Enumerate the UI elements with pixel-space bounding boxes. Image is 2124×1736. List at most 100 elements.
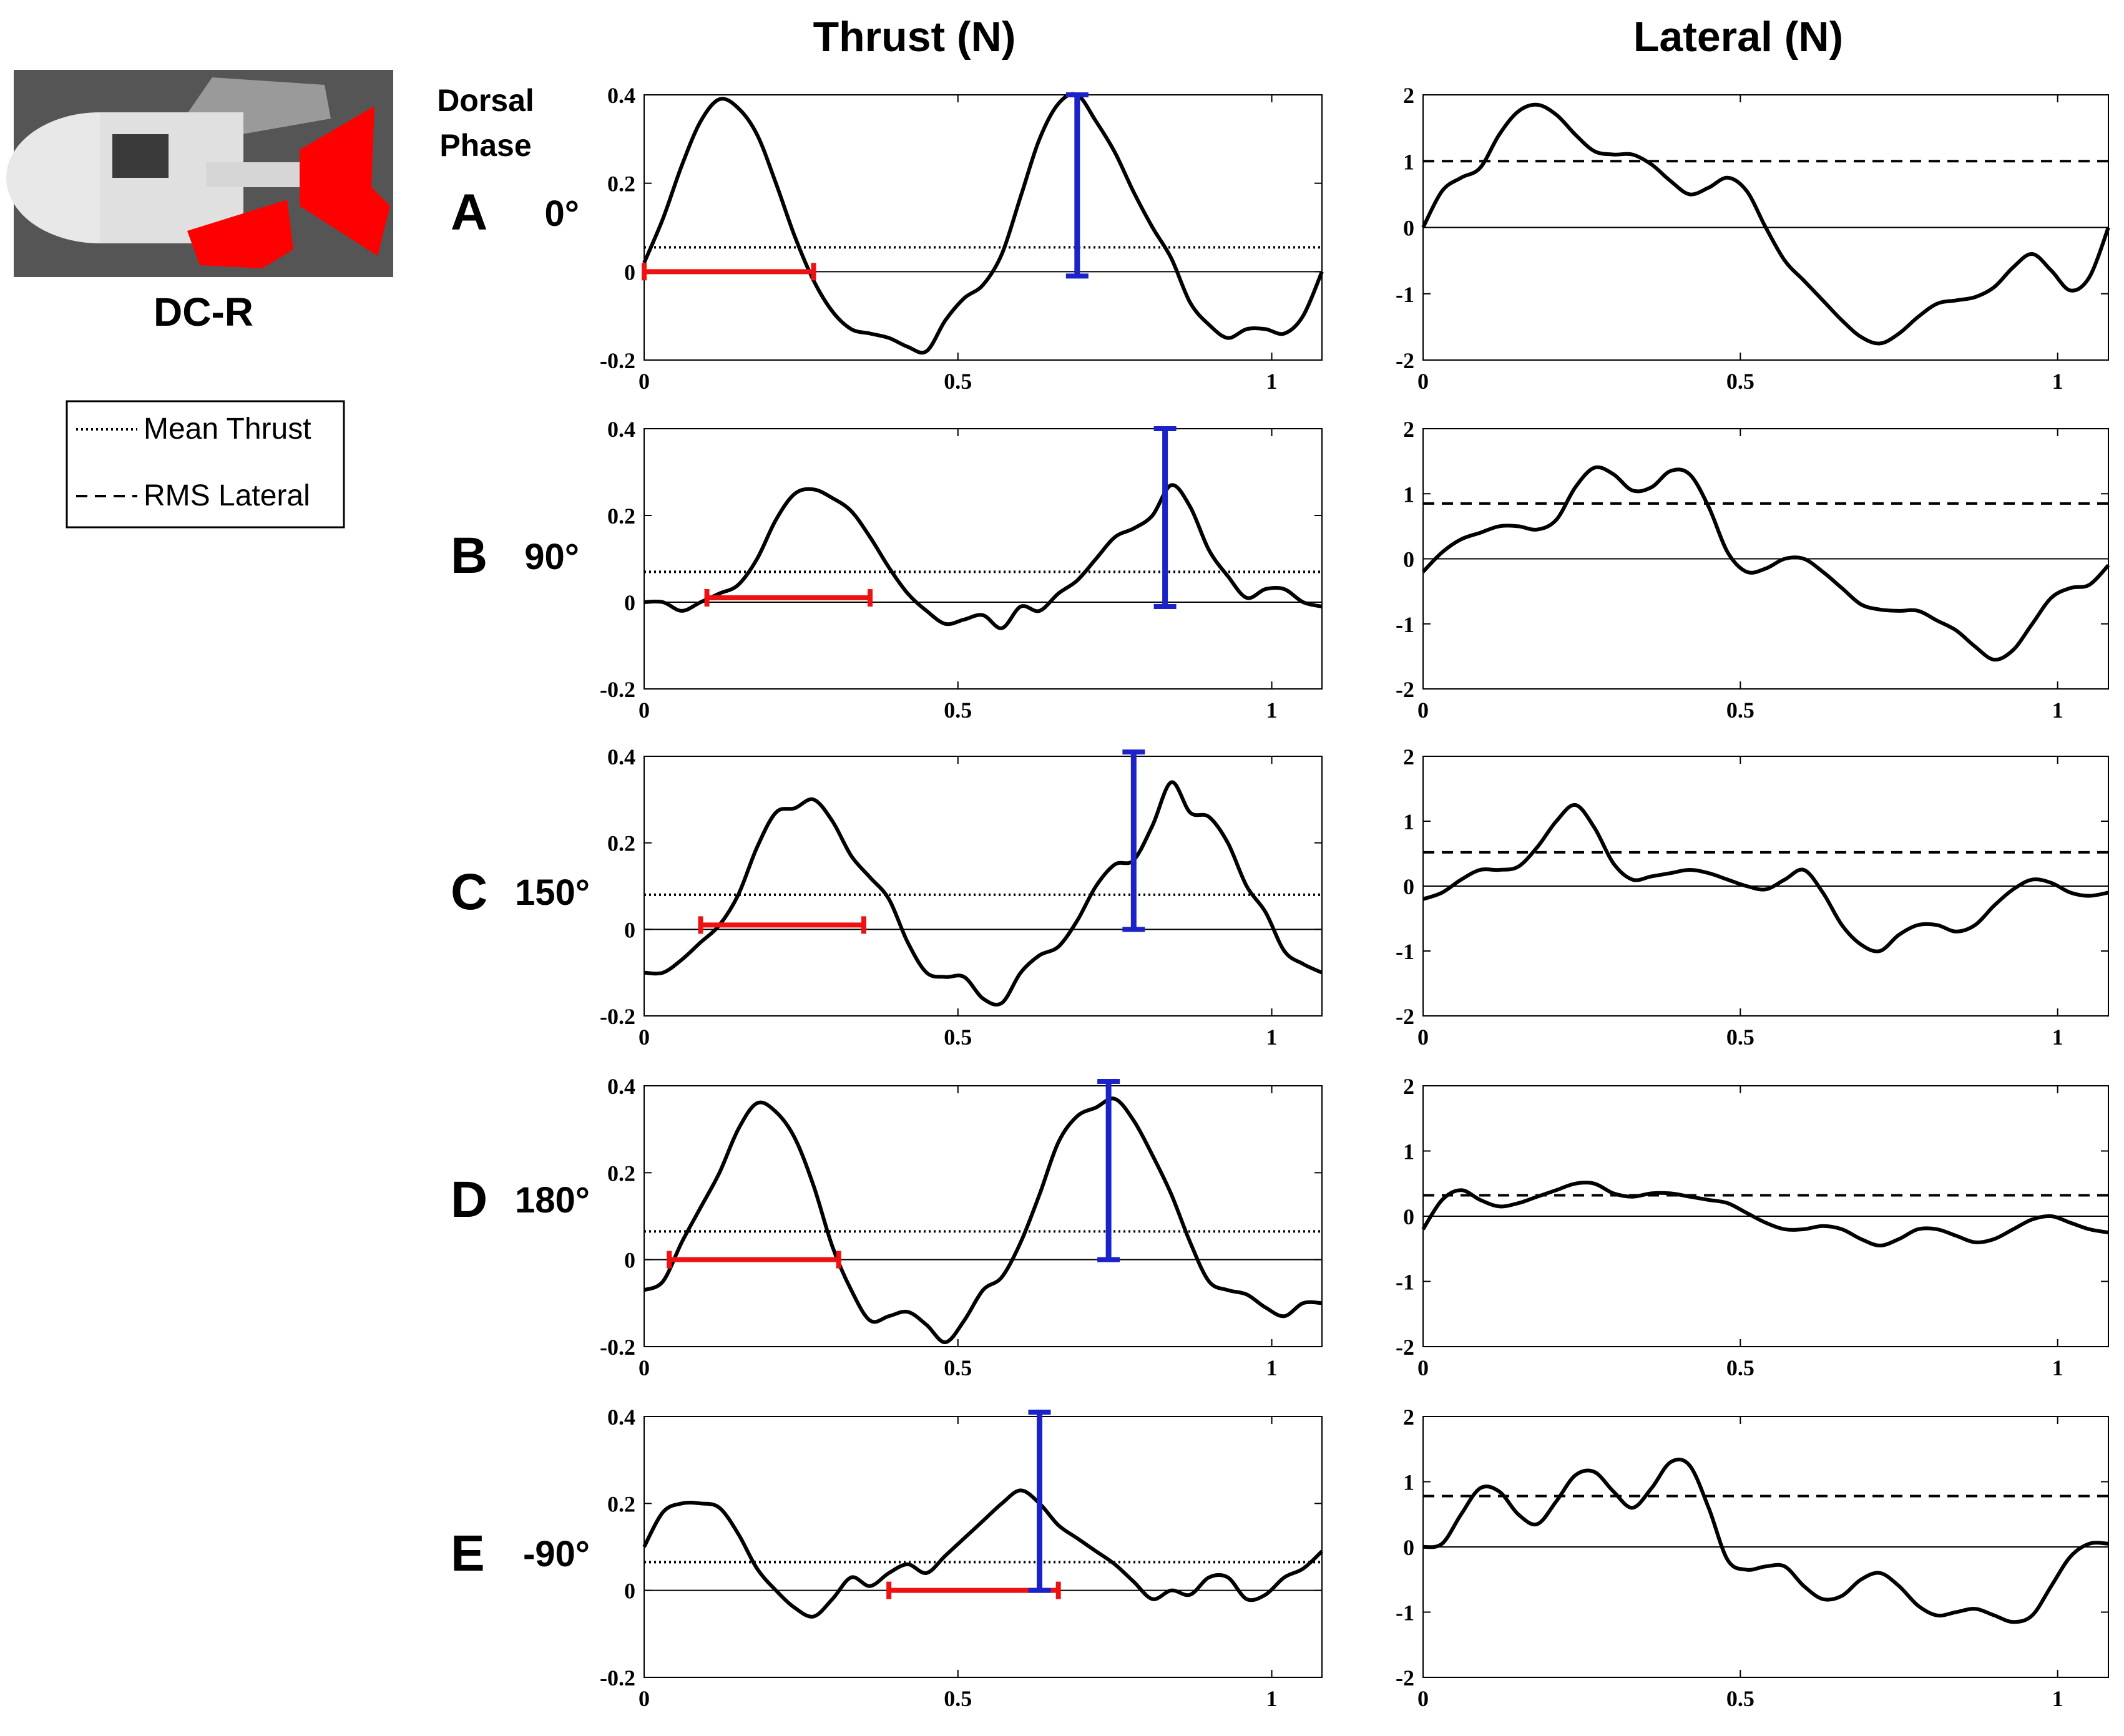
- plot-frame: [644, 94, 1323, 361]
- y-tick-label: 2: [1403, 1074, 1414, 1099]
- y-tick-label: 0.2: [607, 1161, 635, 1186]
- column-title-thrust: Thrust (N): [813, 13, 1016, 61]
- model-label: DC-R: [154, 290, 253, 334]
- x-tick-label: 1: [2052, 1686, 2063, 1711]
- y-tick-label: 2: [1403, 83, 1414, 108]
- panel-e-thrust: 0 0.5 1-0.200.20.4: [600, 1405, 1324, 1711]
- plot-frame: [644, 1085, 1323, 1347]
- x-tick-label: 0: [639, 369, 650, 394]
- x-tick-label: 0: [639, 698, 650, 723]
- y-tick-label: 0: [1403, 1535, 1414, 1560]
- x-tick-label: 0.5: [1726, 1025, 1755, 1050]
- x-tick-label: 0.5: [944, 1025, 972, 1050]
- y-tick-label: 0: [1403, 547, 1414, 572]
- y-tick-label: 2: [1403, 417, 1414, 442]
- y-tick-label: 0: [1403, 216, 1414, 241]
- plot-frame: [644, 1416, 1323, 1678]
- y-tick-label: 0: [624, 1248, 635, 1273]
- plot-frame: [644, 428, 1323, 690]
- panel-b-lateral: 0 0.5 1 -2 -1 0 1 2: [1396, 417, 2110, 723]
- x-tick-label: 0: [1417, 369, 1429, 394]
- column-title-lateral: Lateral (N): [1633, 13, 1843, 61]
- x-tick-label: 0: [639, 1686, 650, 1711]
- panel-d-lateral: 0 0.5 1 -2 -1 0 1 2: [1396, 1074, 2109, 1380]
- x-tick-label: 0: [639, 1355, 650, 1380]
- y-tick-label: -0.2: [600, 677, 635, 702]
- row-label-d: D: [451, 1171, 487, 1228]
- y-tick-label: 0.2: [607, 1491, 635, 1516]
- y-tick-label: 0: [624, 1579, 635, 1604]
- legend-box: [66, 400, 345, 529]
- panel-c-thrust: 0 0.5 1-0.200.20.4: [600, 744, 1323, 1050]
- y-tick-label: 0.4: [607, 1405, 635, 1430]
- panel-b-thrust: 0 0.5 1-0.200.20.4: [600, 417, 1323, 723]
- lateral-trace: [1422, 802, 2109, 953]
- x-tick-label: 0.5: [944, 698, 972, 723]
- row-label-b: B: [451, 527, 487, 584]
- x-tick-label: 0: [1417, 1686, 1429, 1711]
- y-tick-label: 1: [1403, 149, 1414, 174]
- row-label-a: A: [451, 184, 487, 241]
- panel-d-thrust: 0 0.5 1-0.200.20.4: [600, 1074, 1323, 1380]
- y-tick-label: 0.2: [607, 504, 635, 529]
- row-label-c: C: [451, 864, 487, 920]
- phase-label-c: 150°: [515, 872, 590, 913]
- thrust-trace: [642, 1488, 1324, 1619]
- x-tick-label: 0: [1417, 1025, 1429, 1050]
- y-tick-label: -0.2: [600, 1335, 635, 1360]
- x-tick-label: 1: [2052, 1355, 2063, 1380]
- x-tick-label: 1: [1266, 698, 1278, 723]
- y-tick-label: 0: [624, 917, 635, 942]
- x-tick-label: 0.5: [1726, 1686, 1755, 1711]
- y-tick-label: 0: [1403, 874, 1414, 899]
- legend: Mean Thrust RMS Lateral: [66, 400, 345, 529]
- lateral-trace: [1422, 1457, 2109, 1624]
- tail-peduncle-shape: [206, 162, 300, 187]
- y-tick-label: -1: [1396, 612, 1414, 637]
- phase-label-b: 90°: [524, 537, 579, 577]
- x-tick-label: 0.5: [1726, 698, 1755, 723]
- thrust-trace: [644, 483, 1323, 630]
- y-tick-label: -0.2: [600, 348, 635, 373]
- y-tick-label: -1: [1396, 1270, 1414, 1295]
- x-tick-label: 0: [1417, 698, 1429, 723]
- x-tick-label: 1: [1266, 1686, 1278, 1711]
- pectoral-fin-shape: [187, 200, 293, 268]
- x-tick-label: 1: [2052, 1025, 2063, 1050]
- model-thumbnail: [6, 70, 393, 277]
- x-tick-label: 0: [1417, 1355, 1429, 1380]
- x-tick-label: 0.5: [944, 1686, 972, 1711]
- panel-c-lateral: 0 0.5 1 -2 -1 0 1 2: [1396, 744, 2109, 1050]
- x-tick-label: 0.5: [1726, 1355, 1755, 1380]
- y-tick-label: 1: [1403, 1139, 1414, 1164]
- panel-a-thrust: 0 0.5 1-0.200.20.4: [600, 83, 1324, 394]
- lateral-trace: [1421, 102, 2110, 346]
- phase-label-e: -90°: [523, 1534, 590, 1574]
- plot-frame: [644, 756, 1323, 1017]
- y-tick-label: 2: [1403, 1405, 1414, 1430]
- legend-rms-label: RMS Lateral: [144, 479, 310, 512]
- lateral-trace: [1421, 465, 2110, 662]
- y-tick-label: 0.4: [607, 417, 635, 442]
- x-tick-label: 1: [2052, 369, 2063, 394]
- thrust-trace: [644, 780, 1323, 1007]
- lateral-trace: [1421, 1181, 2109, 1247]
- y-tick-label: 1: [1403, 482, 1414, 507]
- y-tick-label: -1: [1396, 282, 1414, 307]
- y-tick-label: 0.4: [607, 744, 635, 769]
- dorsal-label-line2: Phase: [439, 128, 531, 163]
- y-tick-label: -2: [1396, 1665, 1414, 1690]
- panel-e-lateral: 0 0.5 1 -2 -1 0 1 2: [1396, 1405, 2109, 1711]
- y-tick-label: 0.2: [607, 831, 635, 856]
- dorsal-label-line1: Dorsal: [437, 83, 534, 118]
- thrust-trace: [642, 92, 1324, 355]
- y-tick-label: -0.2: [600, 1004, 635, 1029]
- y-tick-label: 1: [1403, 809, 1414, 834]
- y-tick-label: 2: [1403, 744, 1414, 769]
- y-tick-label: -2: [1396, 1335, 1414, 1360]
- phase-label-a: 0°: [545, 193, 579, 234]
- y-tick-label: 0.2: [607, 172, 635, 197]
- mechanism-shape: [112, 134, 169, 178]
- x-tick-label: 1: [1266, 1355, 1278, 1380]
